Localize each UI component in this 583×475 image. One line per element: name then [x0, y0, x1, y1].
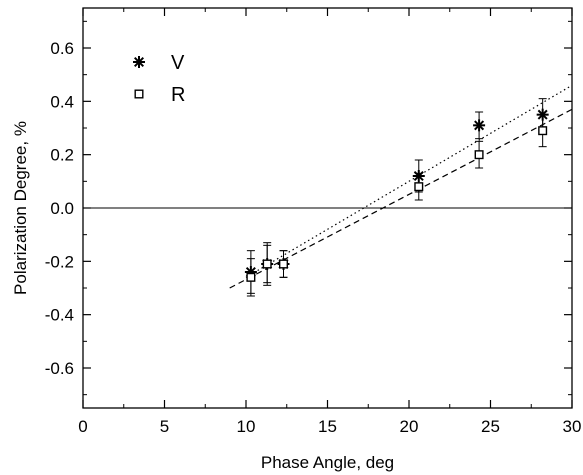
data-point-r — [246, 272, 256, 282]
data-layer — [244, 98, 549, 297]
y-tick-label: -0.2 — [45, 252, 74, 271]
data-point-v — [473, 119, 486, 132]
y-tick-label: 0.0 — [50, 199, 74, 218]
y-tick-label: -0.4 — [45, 306, 74, 325]
y-tick-label: 0.4 — [50, 92, 74, 111]
data-point-r — [414, 182, 424, 192]
fit-line-v — [245, 84, 573, 278]
x-tick-label: 15 — [318, 417, 337, 436]
x-tick-label: 20 — [400, 417, 419, 436]
x-axis-label: Phase Angle, deg — [261, 453, 394, 472]
y-tick-label: -0.6 — [45, 359, 74, 378]
axes-layer: 0 5 10 15 20 25 30 -0.6 -0.4 -0.2 0.0 0.2 0.4 0.6 — [45, 7, 582, 436]
x-tick-label: 10 — [237, 417, 256, 436]
x-tick-label: 25 — [481, 417, 500, 436]
fit-line-r — [229, 108, 573, 289]
data-point-r — [262, 259, 272, 269]
legend-label-v: V — [171, 52, 185, 74]
data-point-r — [538, 126, 548, 136]
y-tick-label: 0.6 — [50, 39, 74, 58]
x-tick-label: 5 — [160, 417, 169, 436]
y-axis-label: Polarization Degree, % — [11, 121, 30, 295]
legend-marker-r — [134, 89, 144, 99]
data-point-r — [278, 259, 288, 269]
legend: VR — [133, 52, 185, 106]
x-tick-label: 0 — [78, 417, 87, 436]
legend-label-r: R — [171, 84, 185, 106]
x-tick-label: 30 — [563, 417, 582, 436]
data-point-r — [474, 150, 484, 160]
fit-lines-layer — [229, 84, 573, 289]
legend-marker-v — [133, 56, 145, 68]
y-tick-label: 0.2 — [50, 146, 74, 165]
